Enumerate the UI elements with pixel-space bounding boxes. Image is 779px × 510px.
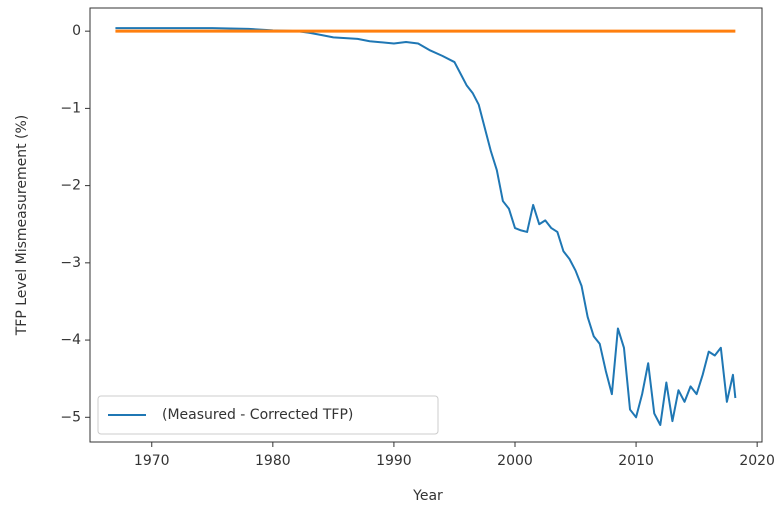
x-tick-label: 2000 (497, 453, 533, 469)
y-tick-label: −2 (60, 178, 81, 194)
legend (97, 395, 439, 435)
plot-frame (89, 7, 763, 443)
x-axis-label: Year (412, 488, 443, 504)
x-tick-label: 1990 (376, 453, 412, 469)
y-axis-label: TFP Level Mismeasurement (%) (14, 115, 30, 337)
x-tick-label: 1970 (134, 453, 170, 469)
y-tick-label: −4 (60, 332, 81, 348)
y-tick-label: −5 (60, 409, 81, 425)
legend-label: (Measured - Corrected TFP) (162, 407, 353, 423)
x-tick-label: 2020 (739, 453, 775, 469)
x-tick-label: 2010 (618, 453, 654, 469)
y-tick-label: −3 (60, 255, 81, 271)
y-tick-label: −1 (60, 100, 81, 116)
line (115, 27, 737, 427)
x-tick-label: 1980 (255, 453, 291, 469)
y-tick-label: 0 (72, 23, 81, 39)
